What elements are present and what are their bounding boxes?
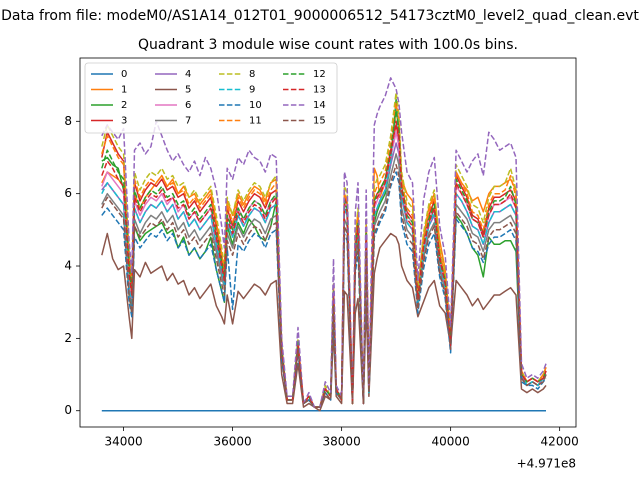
y-axis: 0 2 4 6 8 xyxy=(64,114,80,417)
y-tick-label: 0 xyxy=(64,403,72,417)
legend-label-5: 5 xyxy=(185,85,191,96)
legend-label-1: 1 xyxy=(121,85,127,96)
x-tick-label: 40000 xyxy=(432,435,470,449)
legend-label-13: 13 xyxy=(313,85,326,96)
y-tick-label: 2 xyxy=(64,331,72,345)
x-tick-label: 34000 xyxy=(105,435,143,449)
figure-suptitle: Data from file: modeM0/AS1A14_012T01_900… xyxy=(1,8,639,24)
legend-label-12: 12 xyxy=(313,69,326,80)
legend-label-7: 7 xyxy=(185,116,191,127)
y-tick-label: 8 xyxy=(64,114,72,128)
legend-label-11: 11 xyxy=(249,116,262,127)
series-line-13 xyxy=(101,120,547,408)
legend-label-2: 2 xyxy=(121,100,127,111)
legend-label-4: 4 xyxy=(185,69,191,80)
plot-frame xyxy=(79,57,577,428)
legend-label-9: 9 xyxy=(249,85,255,96)
x-tick-label: 38000 xyxy=(323,435,361,449)
x-offset-label: +4.971e8 xyxy=(517,457,576,471)
legend-label-14: 14 xyxy=(313,100,326,111)
series-line-15 xyxy=(101,163,547,408)
legend-label-15: 15 xyxy=(313,116,326,127)
legend-label-0: 0 xyxy=(121,69,127,80)
x-tick-label: 36000 xyxy=(214,435,252,449)
y-tick-label: 6 xyxy=(64,186,72,200)
legend-label-6: 6 xyxy=(185,100,191,111)
legend-label-3: 3 xyxy=(121,116,127,127)
x-axis: 34000 36000 38000 40000 42000 xyxy=(105,427,579,449)
x-tick-label: 42000 xyxy=(541,435,579,449)
series-layer xyxy=(101,77,547,412)
legend-label-10: 10 xyxy=(249,100,262,111)
chart-title: Quadrant 3 module wise count rates with … xyxy=(138,37,518,53)
legend-label-8: 8 xyxy=(249,69,255,80)
y-tick-label: 4 xyxy=(64,259,72,273)
legend-frame xyxy=(84,62,338,134)
series-line-14 xyxy=(101,77,547,408)
